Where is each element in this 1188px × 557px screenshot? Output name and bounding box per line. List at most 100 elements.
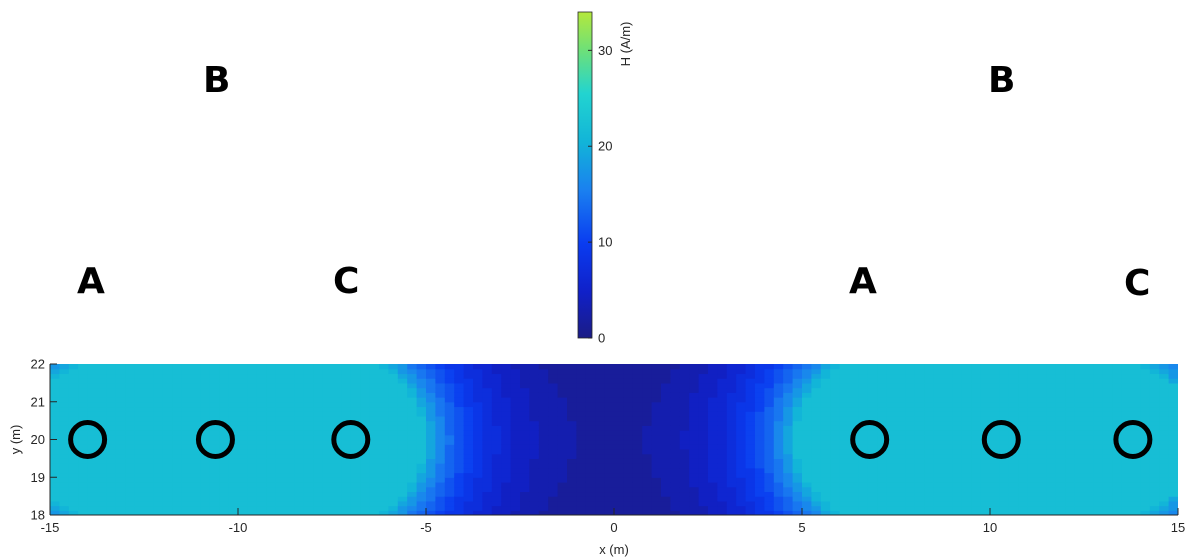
- heat-cell: [1027, 486, 1038, 493]
- heat-cell: [980, 448, 991, 455]
- heat-cell: [350, 373, 361, 379]
- heat-cell: [181, 453, 192, 459]
- heat-cell: [661, 477, 671, 483]
- heat-cell: [388, 415, 399, 422]
- heat-cell: [1008, 467, 1019, 474]
- heat-cell: [999, 439, 1010, 445]
- heat-cell: [679, 411, 690, 417]
- heat-cell: [689, 467, 700, 474]
- heat-cell: [369, 430, 380, 436]
- heat-cell: [567, 368, 577, 375]
- heat-cell: [341, 430, 352, 436]
- heat-cell: [557, 496, 568, 502]
- heat-cell: [68, 411, 79, 417]
- heat-cell: [134, 486, 145, 493]
- heat-cell: [548, 472, 559, 478]
- heat-cell: [783, 444, 794, 450]
- heat-cell: [1055, 467, 1066, 474]
- heat-cell: [839, 373, 850, 379]
- heat-cell: [238, 467, 248, 474]
- heat-cell: [877, 411, 888, 417]
- heat-cell: [1065, 387, 1076, 393]
- heat-cell: [961, 425, 972, 431]
- heat-cell: [426, 444, 436, 450]
- heat-cell: [153, 411, 164, 417]
- heat-cell: [1074, 387, 1085, 393]
- heat-cell: [1093, 491, 1104, 497]
- heat-cell: [792, 415, 803, 422]
- heat-cell: [360, 496, 371, 502]
- heat-cell: [87, 397, 98, 403]
- heat-cell: [679, 378, 690, 384]
- heat-cell: [162, 430, 173, 436]
- heat-cell: [1084, 491, 1094, 497]
- heat-cell: [933, 491, 944, 497]
- heat-cell: [416, 387, 427, 393]
- heat-cell: [172, 364, 183, 370]
- heat-cell: [491, 448, 502, 455]
- heat-cell: [266, 491, 277, 497]
- heat-cell: [68, 387, 79, 393]
- heat-cell: [350, 472, 361, 478]
- heat-cell: [256, 444, 267, 450]
- heat-cell: [520, 382, 530, 389]
- phase-label-c-right: C: [1124, 263, 1151, 304]
- heat-cell: [50, 373, 60, 379]
- heat-cell: [388, 491, 399, 497]
- heat-cell: [642, 444, 653, 450]
- heat-cell: [839, 382, 850, 389]
- heat-cell: [369, 500, 380, 507]
- heat-cell: [745, 463, 756, 469]
- heat-cell: [933, 444, 944, 450]
- heat-cell: [717, 415, 728, 422]
- heat-cell: [1074, 406, 1085, 412]
- heat-cell: [294, 392, 305, 398]
- heat-cell: [181, 481, 192, 488]
- heat-cell: [275, 496, 286, 502]
- heat-cell: [510, 364, 521, 370]
- heat-cell: [87, 500, 98, 507]
- heat-cell: [811, 453, 822, 459]
- heat-cell: [1112, 420, 1123, 426]
- heat-cell: [209, 463, 220, 469]
- heat-cell: [632, 430, 643, 436]
- heat-cell: [886, 505, 897, 511]
- heat-cell: [1131, 378, 1141, 384]
- heat-cell: [980, 406, 991, 412]
- heat-cell: [717, 510, 728, 515]
- heat-cell: [670, 430, 681, 436]
- heat-cell: [1168, 434, 1178, 441]
- heat-cell: [454, 364, 465, 370]
- heat-cell: [360, 472, 371, 478]
- heat-cell: [1065, 378, 1076, 384]
- heat-cell: [764, 491, 775, 497]
- heat-cell: [238, 453, 248, 459]
- heat-cell: [595, 382, 606, 389]
- heat-cell: [435, 368, 446, 375]
- heat-cell: [548, 481, 559, 488]
- heat-cell: [1065, 411, 1076, 417]
- heat-cell: [708, 444, 718, 450]
- heat-cell: [416, 439, 427, 445]
- heat-cell: [172, 368, 183, 375]
- heat-cell: [115, 444, 126, 450]
- heat-cell: [1121, 486, 1132, 493]
- heat-cell: [877, 481, 888, 488]
- heat-cell: [811, 505, 822, 511]
- heat-cell: [952, 420, 963, 426]
- heat-cell: [407, 491, 418, 497]
- heat-cell: [510, 425, 521, 431]
- heat-cell: [1168, 368, 1178, 375]
- y-tick-label: 20: [31, 432, 45, 447]
- heat-cell: [181, 373, 192, 379]
- heat-cell: [332, 434, 342, 441]
- heat-cell: [181, 486, 192, 493]
- heat-cell: [144, 467, 154, 474]
- heat-cell: [529, 397, 540, 403]
- heat-cell: [407, 481, 418, 488]
- heat-cell: [567, 510, 577, 515]
- heat-cell: [755, 392, 765, 398]
- heat-cell: [943, 500, 953, 507]
- heat-cell: [867, 510, 878, 515]
- heat-cell: [444, 448, 455, 455]
